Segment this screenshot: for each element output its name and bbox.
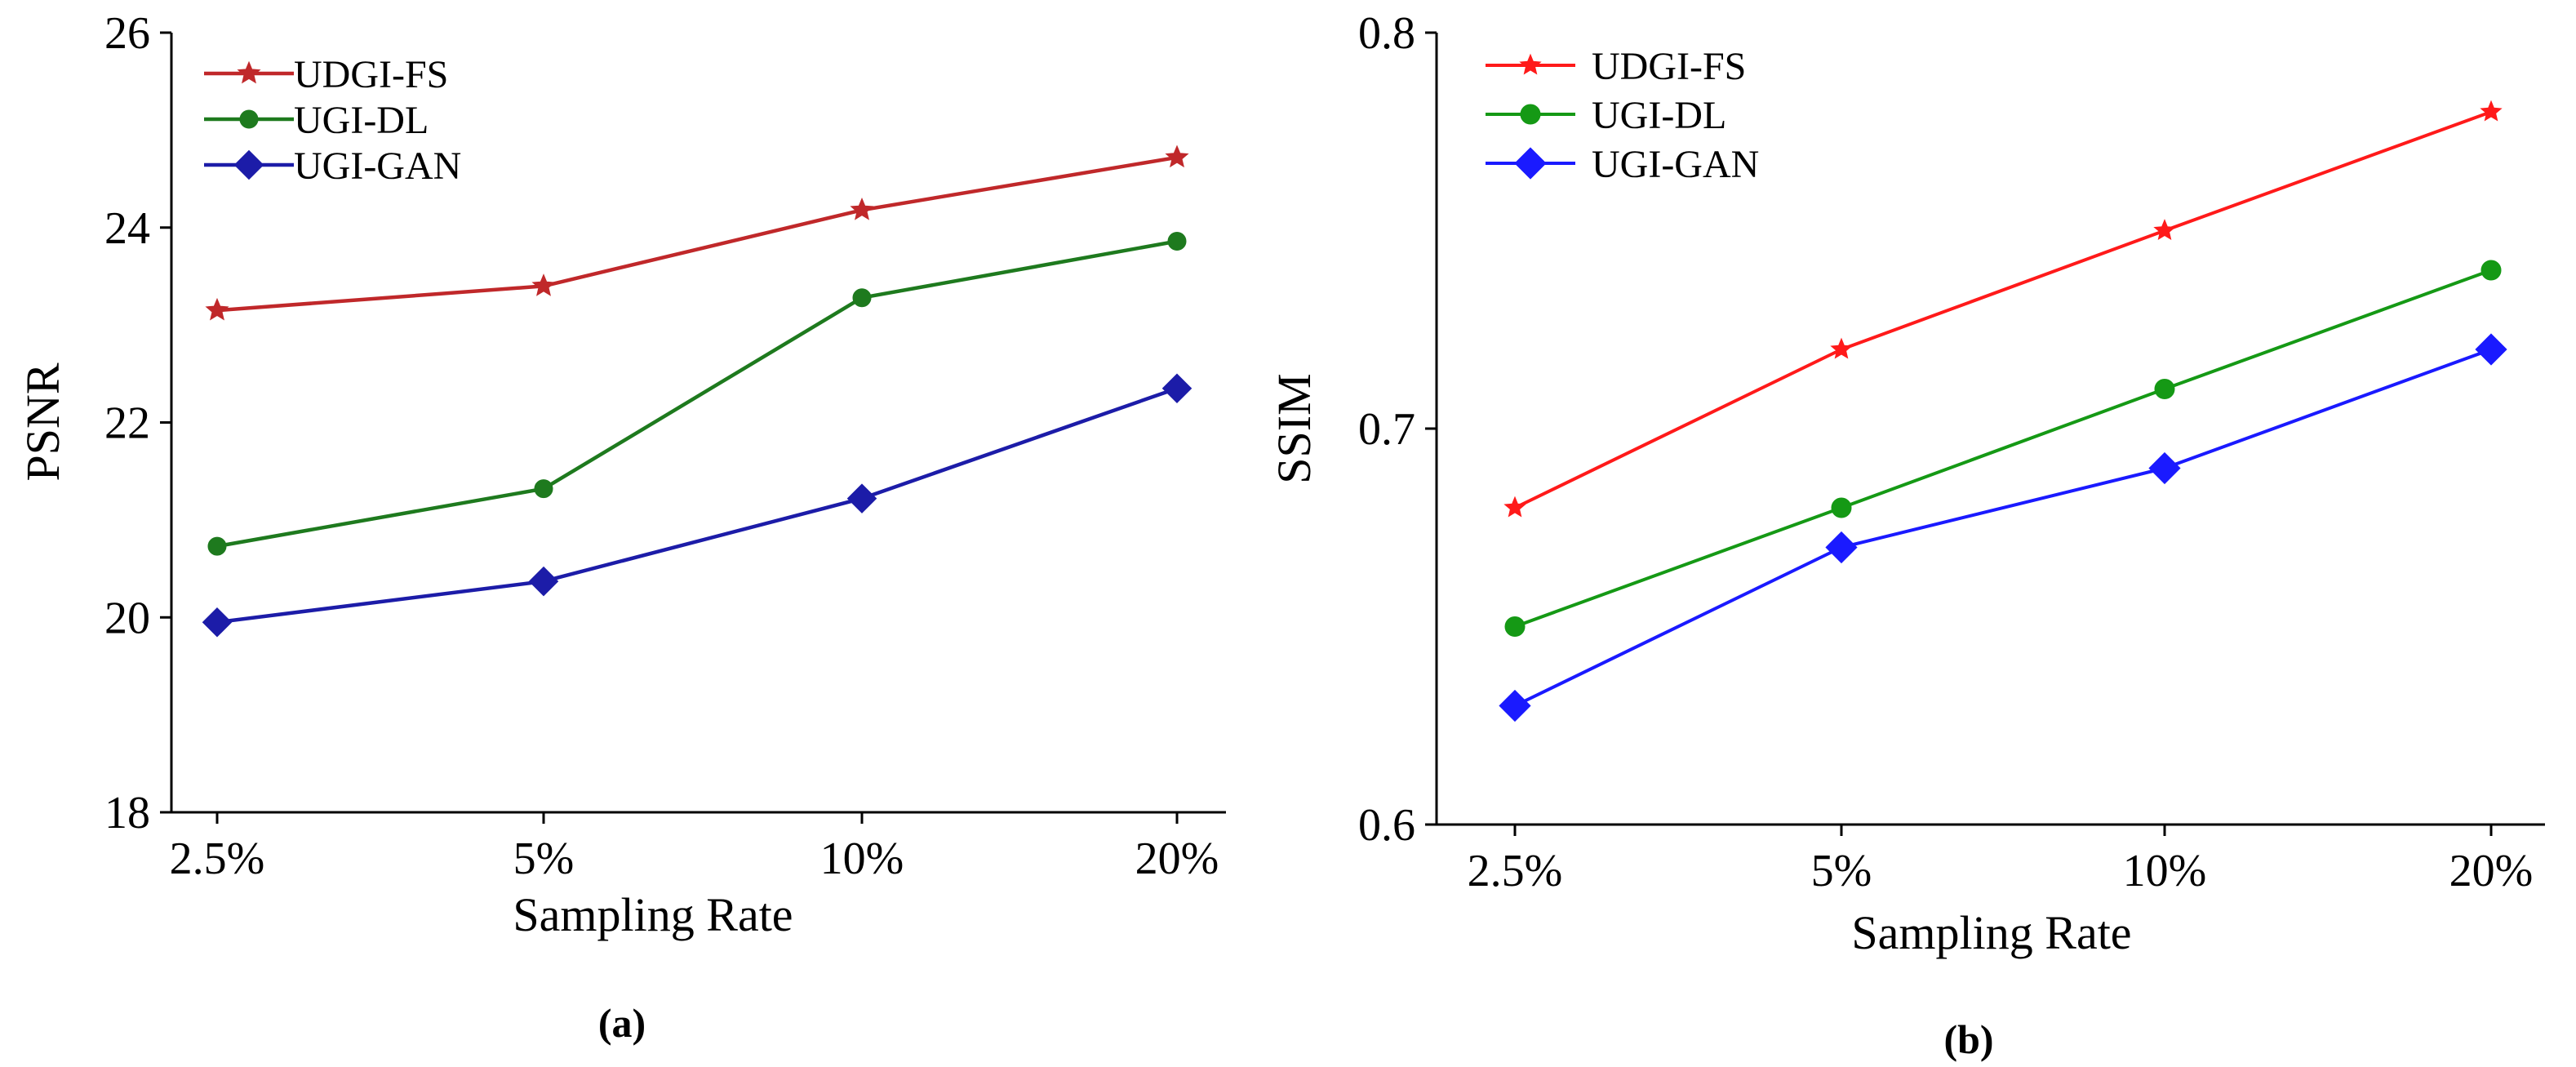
data-point-ugi-gan xyxy=(2148,451,2181,485)
x-tick-label: 20% xyxy=(2449,846,2534,896)
x-tick-label: 10% xyxy=(2123,846,2207,896)
x-tick-label: 2.5% xyxy=(170,834,265,884)
y-tick-label: 0.6 xyxy=(1358,800,1415,851)
data-point-ugi-gan xyxy=(1499,689,1531,722)
data-point-ugi-dl xyxy=(2154,379,2175,399)
series-lines xyxy=(1514,110,2492,708)
y-tick-label: 20 xyxy=(104,593,150,643)
x-tick-label: 20% xyxy=(1135,834,1219,884)
panel-label: (b) xyxy=(1943,1016,1993,1062)
legend-marker xyxy=(1520,104,1541,125)
data-point-udgi-fs xyxy=(850,197,874,220)
legend-label: UGI-GAN xyxy=(294,144,461,188)
series-line-ugi-dl xyxy=(216,239,1178,549)
y-axis-ticks: 0.6 0.7 0.8 xyxy=(1358,8,1437,851)
y-tick-label: 24 xyxy=(104,203,150,254)
chart-panel-ssim: 0.6 0.7 0.8 2.5% 5% 10% 20% SSIM Sampling Rat… xyxy=(1268,8,2545,1062)
y-tick-label: 0.7 xyxy=(1358,404,1415,455)
data-point-ugi-gan xyxy=(2475,333,2507,366)
x-tick-label: 5% xyxy=(1811,846,1872,896)
x-axis-title: Sampling Rate xyxy=(513,888,793,941)
legend-item-ugi-dl: UGI-DL xyxy=(204,99,429,142)
legend-marker xyxy=(233,149,264,180)
data-point-ugi-dl xyxy=(2481,260,2502,281)
data-point-ugi-dl xyxy=(1504,616,1526,637)
legend-item-ugi-gan: UGI-GAN xyxy=(1486,143,1759,186)
y-tick-label: 26 xyxy=(104,8,150,59)
data-point-udgi-fs xyxy=(205,297,229,321)
data-point-ugi-dl xyxy=(1167,231,1187,251)
legend-marker xyxy=(1519,53,1542,75)
data-point-udgi-fs xyxy=(531,273,556,296)
legend-marker xyxy=(1514,147,1547,180)
series-line-ugi-gan xyxy=(1514,348,2492,708)
legend-item-ugi-gan: UGI-GAN xyxy=(204,144,461,188)
x-axis-ticks: 2.5% 5% 10% 20% xyxy=(170,812,1219,884)
data-point-ugi-gan xyxy=(528,566,559,597)
chart-panel-psnr: 18 20 22 24 26 2.5% 5% 10% 20% PSNR Sampling Ra… xyxy=(16,8,1226,1046)
series-line-ugi-gan xyxy=(216,386,1178,625)
legend-marker xyxy=(239,109,259,129)
x-axis-title: Sampling Rate xyxy=(1851,906,2131,959)
legend-label: UDGI-FS xyxy=(1592,45,1746,88)
data-point-udgi-fs xyxy=(1165,144,1189,168)
series-line-udgi-fs xyxy=(216,155,1178,313)
y-axis-title: SSIM xyxy=(1268,373,1321,483)
x-axis-ticks: 2.5% 5% 10% 20% xyxy=(1468,825,2534,896)
x-tick-label: 5% xyxy=(513,834,575,884)
series-markers xyxy=(202,144,1193,638)
legend-label: UGI-DL xyxy=(1592,94,1726,137)
series-lines xyxy=(216,155,1178,625)
series-line-ugi-dl xyxy=(1514,269,2492,629)
data-point-udgi-fs xyxy=(1503,496,1526,518)
legend-label: UDGI-FS xyxy=(294,53,448,96)
y-tick-label: 18 xyxy=(104,788,150,838)
y-tick-label: 0.8 xyxy=(1358,8,1415,59)
y-axis-ticks: 18 20 22 24 26 xyxy=(104,8,171,838)
data-point-ugi-gan xyxy=(846,483,877,513)
legend-label: UGI-GAN xyxy=(1592,143,1759,186)
data-point-udgi-fs xyxy=(2153,219,2176,241)
data-point-ugi-gan xyxy=(1825,531,1858,564)
panel-label: (a) xyxy=(598,1000,646,1046)
data-point-udgi-fs xyxy=(2480,100,2503,122)
data-point-ugi-dl xyxy=(207,536,227,556)
legend: UDGI-FS UGI-DL UGI-GAN xyxy=(1486,45,1759,186)
x-tick-label: 2.5% xyxy=(1468,846,1563,896)
series-markers xyxy=(1499,100,2507,722)
data-point-ugi-gan xyxy=(202,607,233,638)
data-point-ugi-gan xyxy=(1161,373,1193,403)
y-tick-label: 22 xyxy=(104,398,150,449)
y-axis-title: PSNR xyxy=(16,362,69,481)
x-tick-label: 10% xyxy=(820,834,904,884)
data-point-ugi-dl xyxy=(852,288,872,308)
legend-item-udgi-fs: UDGI-FS xyxy=(1486,45,1746,88)
data-point-udgi-fs xyxy=(1830,337,1853,359)
legend-item-udgi-fs: UDGI-FS xyxy=(204,53,448,96)
data-point-ugi-dl xyxy=(534,479,553,499)
legend-marker xyxy=(237,60,261,84)
series-line-udgi-fs xyxy=(1514,110,2492,509)
data-point-ugi-dl xyxy=(1831,497,1852,518)
legend-label: UGI-DL xyxy=(294,99,429,142)
legend-item-ugi-dl: UGI-DL xyxy=(1486,94,1726,137)
